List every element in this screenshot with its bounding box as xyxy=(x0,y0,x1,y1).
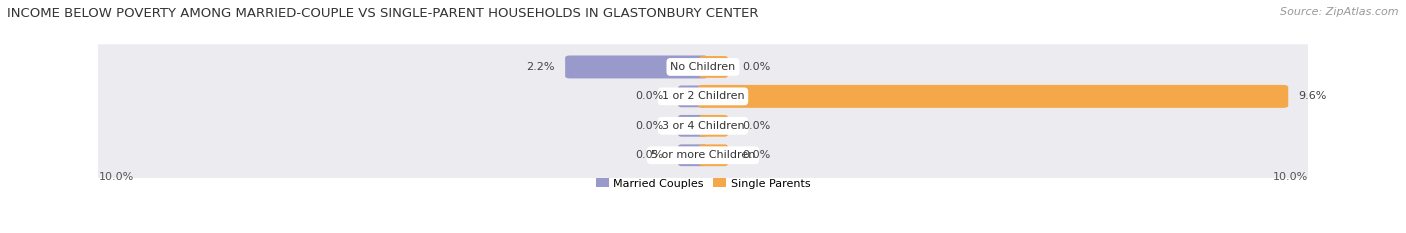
FancyBboxPatch shape xyxy=(678,86,707,107)
FancyBboxPatch shape xyxy=(678,115,707,137)
FancyBboxPatch shape xyxy=(699,144,728,166)
Text: 0.0%: 0.0% xyxy=(636,150,664,160)
Text: 0.0%: 0.0% xyxy=(742,121,770,131)
Text: 0.0%: 0.0% xyxy=(742,150,770,160)
Text: No Children: No Children xyxy=(671,62,735,72)
Text: 2.2%: 2.2% xyxy=(526,62,555,72)
Text: 9.6%: 9.6% xyxy=(1299,91,1327,101)
Text: 0.0%: 0.0% xyxy=(636,91,664,101)
Text: Source: ZipAtlas.com: Source: ZipAtlas.com xyxy=(1281,7,1399,17)
Text: 0.0%: 0.0% xyxy=(636,121,664,131)
Text: 10.0%: 10.0% xyxy=(98,172,134,182)
Text: 3 or 4 Children: 3 or 4 Children xyxy=(662,121,744,131)
FancyBboxPatch shape xyxy=(565,55,707,79)
FancyBboxPatch shape xyxy=(87,133,1319,178)
FancyBboxPatch shape xyxy=(678,144,707,166)
FancyBboxPatch shape xyxy=(87,44,1319,90)
FancyBboxPatch shape xyxy=(87,74,1319,119)
Text: 10.0%: 10.0% xyxy=(1272,172,1308,182)
Text: 5 or more Children: 5 or more Children xyxy=(651,150,755,160)
FancyBboxPatch shape xyxy=(699,85,1288,108)
Text: 0.0%: 0.0% xyxy=(742,62,770,72)
FancyBboxPatch shape xyxy=(699,56,728,78)
FancyBboxPatch shape xyxy=(699,115,728,137)
FancyBboxPatch shape xyxy=(87,103,1319,148)
Text: 1 or 2 Children: 1 or 2 Children xyxy=(662,91,744,101)
Legend: Married Couples, Single Parents: Married Couples, Single Parents xyxy=(592,174,814,193)
Text: INCOME BELOW POVERTY AMONG MARRIED-COUPLE VS SINGLE-PARENT HOUSEHOLDS IN GLASTON: INCOME BELOW POVERTY AMONG MARRIED-COUPL… xyxy=(7,7,758,20)
